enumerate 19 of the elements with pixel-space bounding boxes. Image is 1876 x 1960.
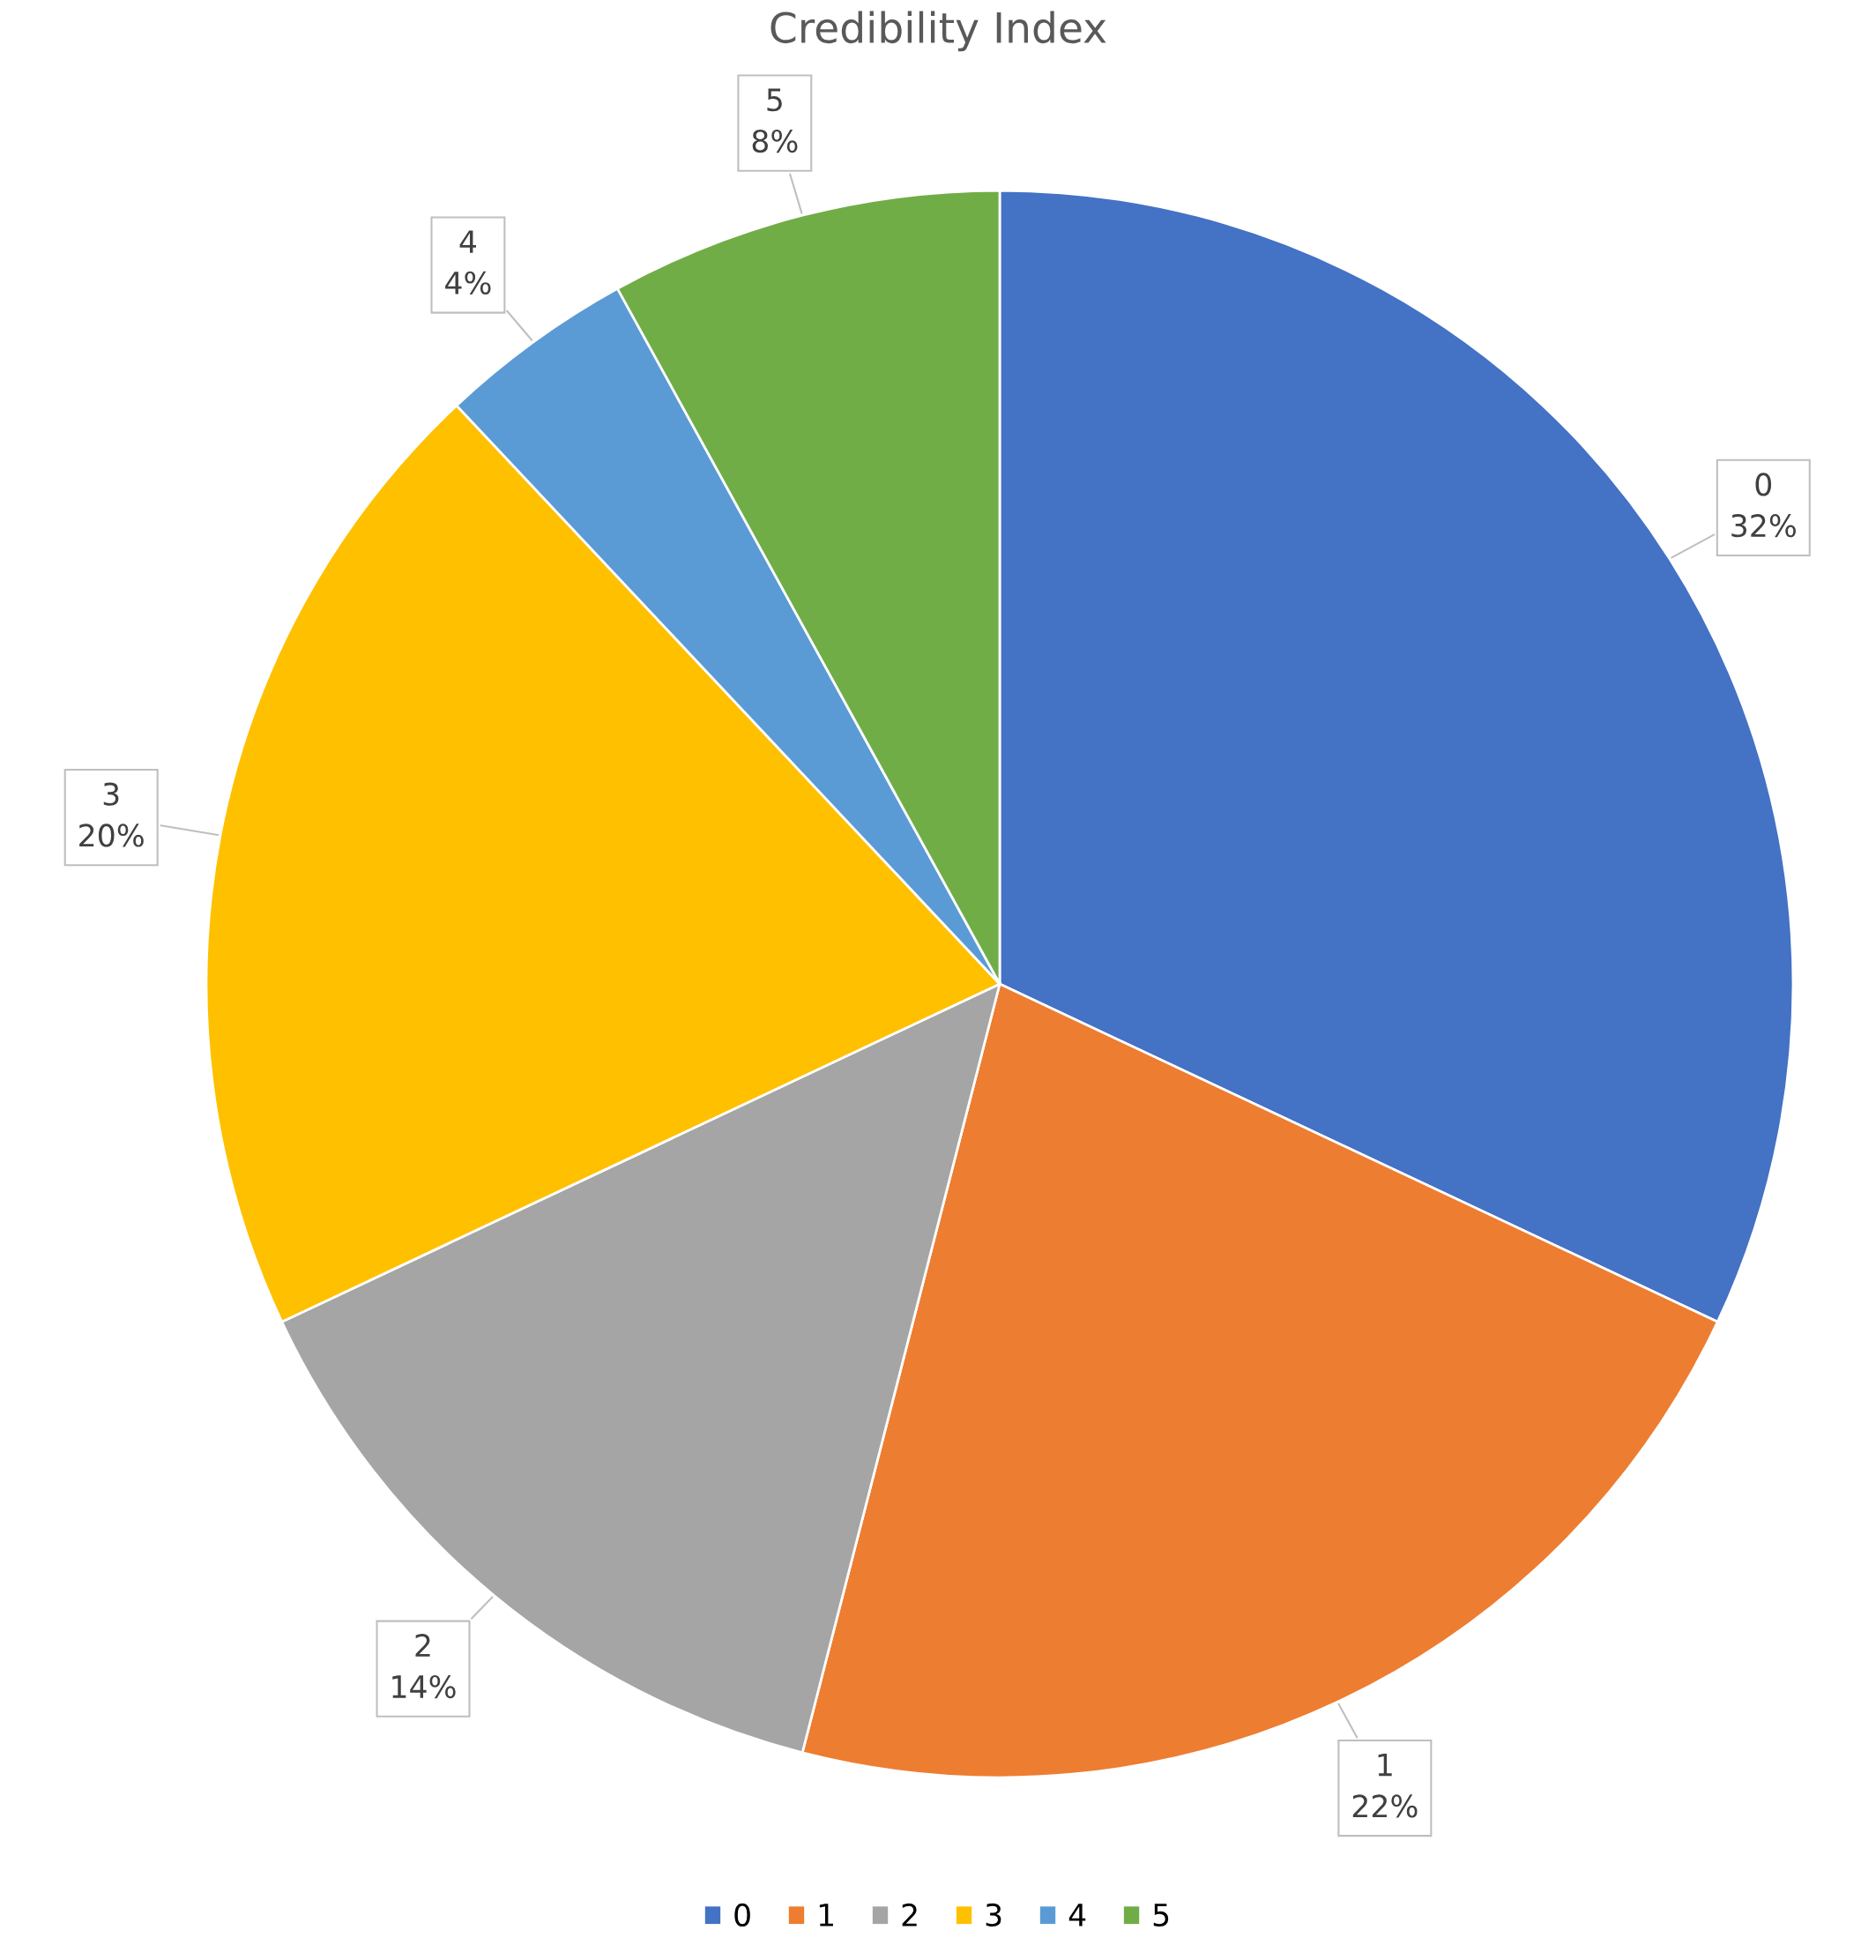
slice-label: 1 bbox=[1378, 1753, 1392, 1777]
data-label: 4% bbox=[445, 271, 491, 294]
data-label: 22% bbox=[1352, 1794, 1418, 1818]
slice-label: 0 bbox=[1755, 473, 1772, 496]
legend-label: 3 bbox=[986, 1903, 1001, 1927]
legend-label: 0 bbox=[734, 1903, 750, 1927]
legend-label: 2 bbox=[902, 1903, 917, 1926]
slice-label: 5 bbox=[767, 88, 782, 112]
data-label: 32% bbox=[1731, 514, 1796, 538]
legend-label: 1 bbox=[819, 1904, 833, 1926]
data-label: 8% bbox=[752, 129, 798, 153]
data-label: 20% bbox=[79, 823, 144, 847]
legend-label: 4 bbox=[1068, 1904, 1086, 1926]
chart-title: Credibility Index bbox=[770, 11, 1106, 52]
data-label: 14% bbox=[392, 1674, 456, 1699]
legend-label: 5 bbox=[1153, 1904, 1169, 1927]
slice-label: 2 bbox=[415, 1634, 430, 1657]
slice-label: 4 bbox=[459, 230, 477, 253]
slice-label: 3 bbox=[103, 782, 119, 806]
